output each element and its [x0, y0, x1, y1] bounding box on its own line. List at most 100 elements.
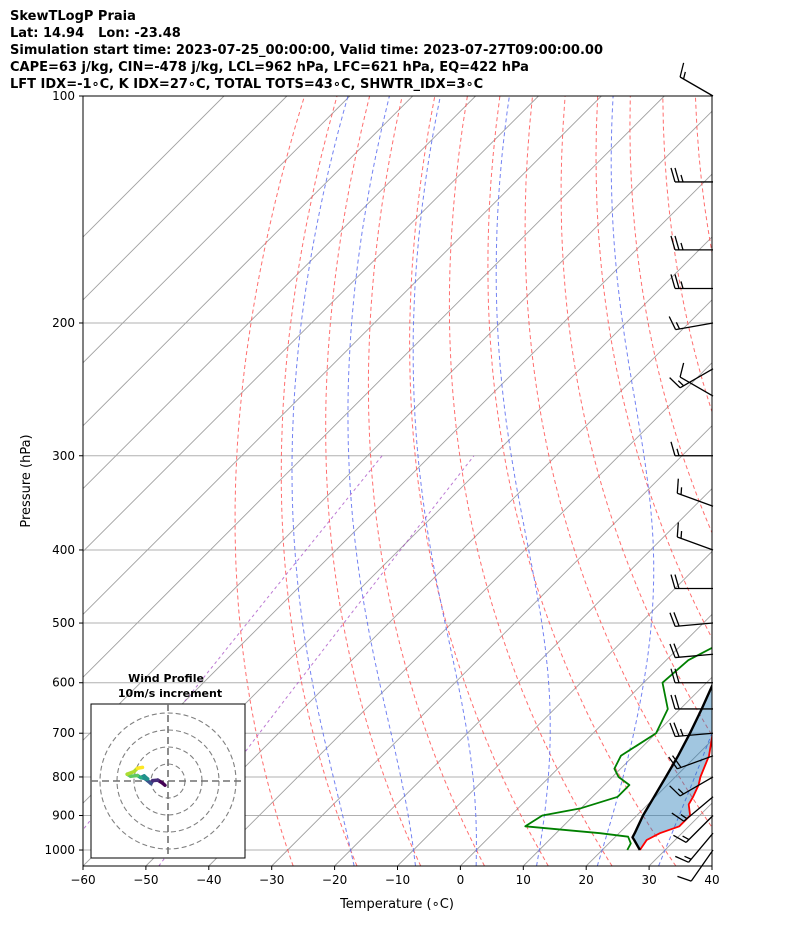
parcel-line — [631, 683, 712, 851]
dry-adiabat — [560, 96, 712, 737]
isotherm-line — [83, 96, 665, 678]
wind-barb — [676, 522, 714, 551]
y-tick-label: 1000 — [44, 843, 75, 857]
time-line: Simulation start time: 2023-07-25_00:00:… — [10, 43, 603, 58]
wind-barb — [669, 368, 714, 389]
dry-adiabat — [728, 96, 794, 866]
x-tick-label: −10 — [385, 873, 410, 887]
isotherm-line — [208, 362, 712, 866]
y-tick-label: 500 — [52, 616, 75, 630]
dry-adiabat — [367, 96, 485, 866]
wind-barb — [670, 441, 713, 457]
moist-adiabat — [720, 96, 794, 866]
location-line: Lat: 14.94 Lon: -23.48 — [10, 25, 603, 42]
moist-adiabat — [412, 96, 477, 866]
cape-cin-shading — [632, 686, 712, 850]
x-tick-label: −40 — [196, 873, 221, 887]
isotherm-line — [271, 425, 712, 866]
axes: −60 −50 −40 −30 −20 −10 0 10 20 30 40 100 200 300 400 5… — [44, 89, 719, 887]
x-tick-label: 10 — [516, 873, 531, 887]
dry-adiabat — [448, 96, 613, 866]
wind-barb — [668, 755, 714, 770]
dry-adiabat — [761, 96, 794, 866]
x-tick-label: 40 — [704, 873, 719, 887]
wind-barb — [671, 796, 714, 822]
isotherm-line — [83, 96, 288, 301]
dry-adiabat — [629, 96, 712, 534]
moist-adiabat — [495, 96, 551, 866]
isotherm-line — [397, 550, 712, 866]
latitude-label: Lat: 14.94 — [10, 26, 85, 41]
figure-title-block: SkewTLogP Praia Lat: 14.94 Lon: -23.48 Si… — [10, 8, 603, 93]
hodograph-plot — [91, 704, 245, 858]
wind-barb — [670, 235, 713, 251]
mixing-ratio-line — [158, 455, 475, 866]
isotherm-line — [334, 487, 712, 866]
isotherm-line — [711, 865, 712, 866]
wind-barb — [676, 478, 714, 507]
wind-barb — [669, 722, 714, 738]
wind-barb — [670, 167, 713, 183]
isotherm-line — [83, 96, 225, 238]
isotherm-line — [83, 110, 712, 741]
isotherm-line — [83, 96, 602, 616]
wind-barb — [670, 574, 713, 590]
dry-adiabat — [409, 96, 549, 866]
longitude-label: Lon: -23.48 — [98, 26, 181, 41]
y-tick-label: 100 — [52, 89, 75, 103]
isotherm-line — [83, 96, 476, 490]
cin-area — [632, 686, 712, 850]
moist-adiabat — [596, 96, 655, 866]
wind-barb — [677, 849, 714, 882]
y-axis-label: Pressure (hPa) — [19, 434, 34, 527]
x-tick-label: 30 — [641, 873, 656, 887]
indices-line-2: LFT IDX=-1∘C, K IDX=27∘C, TOTAL TOTS=43∘… — [10, 77, 484, 92]
x-axis-label: Temperature (∘C) — [339, 897, 454, 912]
hodograph-subtitle: 10m/s increment — [118, 687, 222, 700]
wind-barb — [679, 62, 714, 97]
x-tick-label: −50 — [133, 873, 158, 887]
moist-adiabat — [291, 96, 355, 866]
sounding-profiles — [524, 646, 712, 851]
isotherm-line — [83, 96, 351, 364]
x-tick-label: 0 — [457, 873, 465, 887]
dry-adiabat — [234, 96, 305, 866]
isotherm-line — [522, 676, 712, 866]
hodograph-trace — [135, 765, 145, 770]
wind-barb — [669, 612, 714, 627]
x-tick-label: −20 — [322, 873, 347, 887]
wind-barb — [679, 362, 714, 397]
wind-barb — [668, 316, 714, 331]
dewpoint-line — [524, 646, 712, 851]
moist-adiabat — [658, 731, 712, 866]
wind-barb — [675, 832, 714, 863]
y-tick-label: 600 — [52, 676, 75, 690]
wind-barb — [670, 668, 713, 684]
background-lines — [83, 96, 794, 866]
dry-adiabat — [524, 96, 712, 829]
figure-title: SkewTLogP Praia — [10, 9, 136, 24]
isotherm-line — [83, 96, 539, 553]
x-tick-label: −30 — [259, 873, 284, 887]
y-tick-label: 300 — [52, 449, 75, 463]
moist-adiabat — [347, 96, 416, 866]
y-tick-label: 700 — [52, 726, 75, 740]
wind-barb — [670, 694, 713, 710]
isotherm-line — [460, 613, 712, 866]
hodograph-inset: Wind Profile 10m/s increment — [90, 672, 246, 859]
x-tick-label: −60 — [70, 873, 95, 887]
y-tick-label: 800 — [52, 770, 75, 784]
y-tick-label: 200 — [52, 316, 75, 330]
isotherm-line — [648, 802, 712, 866]
y-tick-label: 400 — [52, 543, 75, 557]
dry-adiabat — [325, 96, 422, 866]
temperature-line — [639, 732, 712, 851]
hodograph-title: Wind Profile — [128, 672, 204, 685]
x-tick-label: 20 — [579, 873, 594, 887]
indices-line-1: CAPE=63 j/kg, CIN=-478 j/kg, LCL=962 hPa… — [10, 60, 529, 75]
wind-barb — [669, 776, 714, 797]
isotherm-line — [83, 96, 414, 427]
wind-barb — [670, 274, 713, 290]
dry-adiabat — [487, 96, 677, 866]
